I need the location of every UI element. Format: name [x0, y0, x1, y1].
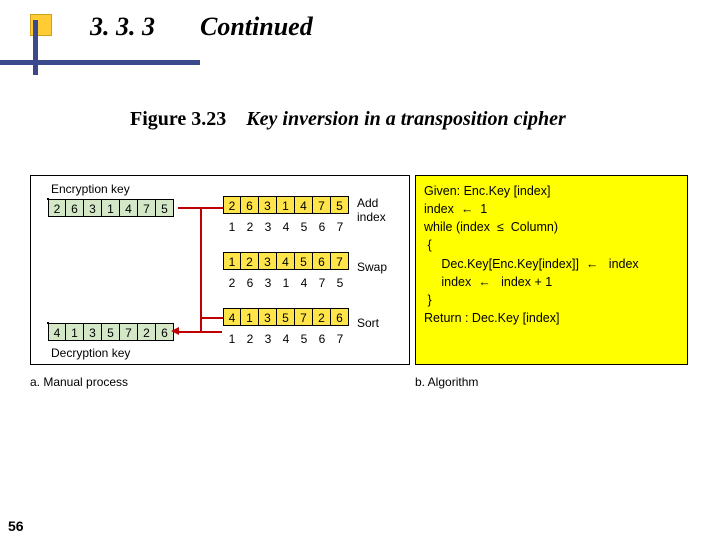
arrow-to-dec — [178, 331, 222, 333]
key-cell: 4 — [277, 218, 295, 236]
key-cell: 2 — [241, 252, 259, 270]
key-cell: 4 — [277, 330, 295, 348]
key-cell: 4 — [295, 274, 313, 292]
key-cell: 5 — [331, 196, 349, 214]
key-cell: 3 — [259, 218, 277, 236]
key-cell: 2 — [241, 330, 259, 348]
key-cell: 3 — [259, 252, 277, 270]
key-cell: 3 — [84, 199, 102, 217]
key-cell: 1 — [241, 308, 259, 326]
key-cell: 6 — [241, 196, 259, 214]
key-cell: 7 — [138, 199, 156, 217]
key-cell: 5 — [295, 330, 313, 348]
arrow-head-dec — [171, 327, 179, 335]
label-decryption-key: Decryption key — [51, 346, 130, 360]
key-cell: 1 — [223, 330, 241, 348]
arrow-vertical — [200, 207, 202, 331]
key-cell: 6 — [313, 252, 331, 270]
label-encryption-key: Encryption key — [51, 182, 130, 196]
algo-line: Given: Enc.Key [index] — [424, 182, 679, 200]
label-add-index: Add index — [357, 196, 386, 224]
key-cell: 6 — [66, 199, 84, 217]
key-cell: 4 — [48, 323, 66, 341]
key-cell: 6 — [313, 218, 331, 236]
key-cell: 2 — [313, 308, 331, 326]
key-cell: 2 — [138, 323, 156, 341]
key-cell: 5 — [102, 323, 120, 341]
key-cell: 4 — [120, 199, 138, 217]
algo-line: index ← index + 1 — [424, 273, 679, 291]
key-cell: 6 — [241, 274, 259, 292]
page-number: 56 — [8, 518, 24, 534]
arrow-from-sorted — [200, 317, 223, 319]
label-sort: Sort — [357, 316, 379, 330]
key-cell: 6 — [331, 308, 349, 326]
row-mid-key: 2631475 — [223, 196, 349, 214]
header-horizontal-rule — [0, 60, 200, 65]
figure-number: Figure 3.23 — [130, 108, 226, 130]
algo-line: Dec.Key[Enc.Key[index]] ← index — [424, 255, 679, 273]
key-cell: 3 — [259, 308, 277, 326]
key-cell: 6 — [313, 330, 331, 348]
key-cell: 7 — [295, 308, 313, 326]
section-title: Continued — [200, 12, 313, 42]
key-cell: 2 — [241, 218, 259, 236]
caption-a: a. Manual process — [30, 375, 128, 389]
panel-b-algorithm: Given: Enc.Key [index] index ← 1 while (… — [415, 175, 688, 365]
key-cell: 5 — [277, 308, 295, 326]
figure-title: Key inversion in a transposition cipher — [246, 108, 566, 130]
key-cell: 7 — [313, 196, 331, 214]
key-cell: 1 — [223, 252, 241, 270]
key-cell: 4 — [295, 196, 313, 214]
algo-line: } — [424, 291, 679, 309]
key-cell: 4 — [277, 252, 295, 270]
key-cell: 1 — [277, 274, 295, 292]
row-index: 1234567 — [223, 218, 349, 236]
key-cell: 5 — [295, 252, 313, 270]
key-cell: 2 — [223, 274, 241, 292]
key-cell: 1 — [277, 196, 295, 214]
key-cell: 4 — [223, 308, 241, 326]
row-swap-top: 1234567 — [223, 252, 349, 270]
box-encryption-key: 2631475 — [47, 198, 49, 200]
algo-line: { — [424, 236, 679, 254]
section-number: 3. 3. 3 — [90, 12, 155, 42]
key-cell: 3 — [84, 323, 102, 341]
label-swap: Swap — [357, 260, 387, 274]
panel-a-manual: Encryption key Decryption key Add index … — [30, 175, 410, 365]
algo-line: Return : Dec.Key [index] — [424, 309, 679, 327]
key-cell: 3 — [259, 274, 277, 292]
key-cell: 5 — [295, 218, 313, 236]
key-cell: 5 — [156, 199, 174, 217]
key-cell: 5 — [331, 274, 349, 292]
key-cell: 3 — [259, 196, 277, 214]
box-decryption-key: 4135726 — [47, 322, 49, 324]
key-cell: 1 — [223, 218, 241, 236]
header-vertical-rule — [33, 20, 38, 75]
key-cell: 3 — [259, 330, 277, 348]
key-cell: 1 — [102, 199, 120, 217]
key-cell: 7 — [313, 274, 331, 292]
row-sorted-key: 4135726 — [223, 308, 349, 326]
key-cell: 2 — [223, 196, 241, 214]
algo-line: while (index ≤ Column) — [424, 218, 679, 236]
caption-b: b. Algorithm — [415, 375, 478, 389]
key-cell: 1 — [66, 323, 84, 341]
figure-caption: Figure 3.23 Key inversion in a transposi… — [130, 108, 566, 131]
row-sorted-idx: 1234567 — [223, 330, 349, 348]
key-cell: 7 — [120, 323, 138, 341]
algo-line: index ← 1 — [424, 200, 679, 218]
key-cell: 2 — [48, 199, 66, 217]
key-cell: 7 — [331, 252, 349, 270]
row-swap-bot: 2631475 — [223, 274, 349, 292]
key-cell: 7 — [331, 218, 349, 236]
key-cell: 7 — [331, 330, 349, 348]
